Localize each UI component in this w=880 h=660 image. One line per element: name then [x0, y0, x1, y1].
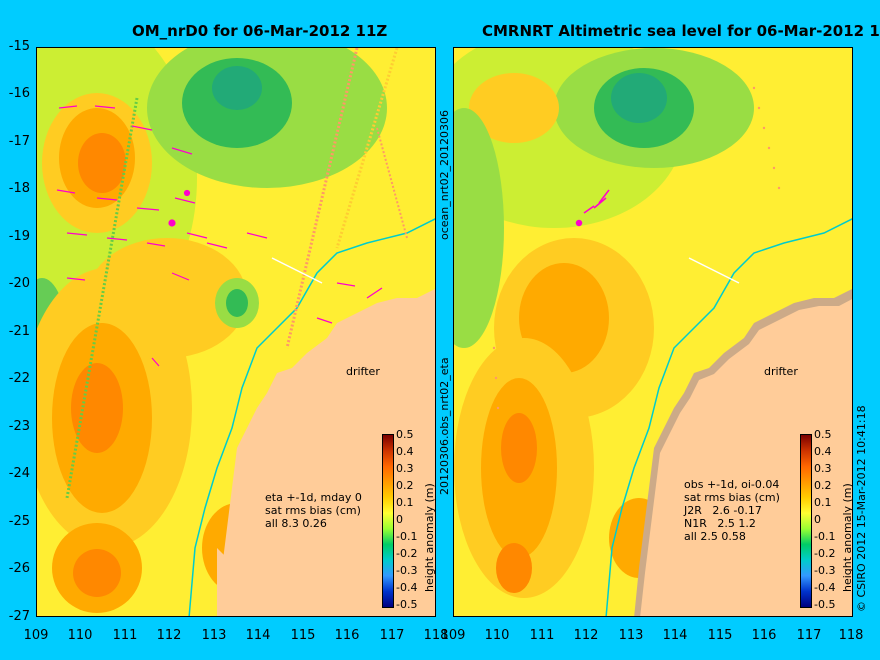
colorbar-tick: -0.1 — [814, 530, 836, 543]
left-map-plot — [37, 48, 435, 616]
y-tick-label: -17 — [8, 134, 30, 149]
x-tick-label: 113 — [618, 628, 644, 643]
colorbar-tick: 0.3 — [396, 462, 414, 475]
x-tick-label: 109 — [440, 628, 466, 643]
y-tick-label: -25 — [8, 514, 30, 529]
x-tick-label: 114 — [245, 628, 271, 643]
x-tick-label: 117 — [796, 628, 822, 643]
x-tick-label: 112 — [156, 628, 182, 643]
colorbar-tick: 0.5 — [396, 428, 414, 441]
x-tick-label: 116 — [751, 628, 777, 643]
colorbar-tick: 0.2 — [814, 479, 832, 492]
x-tick-label: 109 — [23, 628, 49, 643]
colorbar-tick: 0.5 — [814, 428, 832, 441]
drifter-label: drifter — [346, 365, 380, 378]
right-colorbar — [800, 434, 812, 608]
colorbar-tick: -0.2 — [396, 547, 418, 560]
colorbar-tick: 0 — [814, 513, 821, 526]
colorbar-tick: -0.5 — [396, 598, 418, 611]
x-tick-label: 111 — [112, 628, 138, 643]
y-tick-label: -18 — [8, 181, 30, 196]
right-map-plot — [454, 48, 852, 616]
x-tick-label: 115 — [290, 628, 316, 643]
colorbar-tick: 0.4 — [396, 445, 414, 458]
x-tick-label: 118 — [838, 628, 864, 643]
obs-run-label: 20120306.obs_nrt02_eta — [438, 357, 451, 495]
y-tick-label: -23 — [8, 419, 30, 434]
colorbar-tick: 0.1 — [814, 496, 832, 509]
left-stats-note: eta +-1d, mday 0 sat rms bias (cm) all 8… — [265, 491, 362, 530]
colorbar-label: height anomaly (m) — [841, 483, 854, 592]
left-panel-title: OM_nrD0 for 06-Mar-2012 11Z — [132, 22, 388, 40]
colorbar-tick: -0.5 — [814, 598, 836, 611]
colorbar-label: height anomaly (m) — [423, 483, 436, 592]
x-tick-label: 117 — [379, 628, 405, 643]
x-tick-label: 116 — [334, 628, 360, 643]
colorbar-tick: 0.4 — [814, 445, 832, 458]
right-map-panel — [453, 47, 853, 617]
left-map-panel — [36, 47, 436, 617]
y-tick-label: -26 — [8, 561, 30, 576]
y-tick-label: -19 — [8, 229, 30, 244]
x-tick-label: 114 — [662, 628, 688, 643]
copyright-text: © CSIRO 2012 15-Mar-2012 10:41:18 — [855, 405, 868, 612]
y-tick-label: -22 — [8, 371, 30, 386]
x-tick-label: 111 — [529, 628, 555, 643]
left-colorbar — [382, 434, 394, 608]
colorbar-tick: -0.2 — [814, 547, 836, 560]
colorbar-tick: 0.3 — [814, 462, 832, 475]
x-tick-label: 110 — [67, 628, 93, 643]
y-tick-label: -15 — [8, 39, 30, 54]
drifter-label: drifter — [764, 365, 798, 378]
x-tick-label: 110 — [484, 628, 510, 643]
model-run-label: ocean_nrt02_20120306 — [438, 109, 451, 240]
y-tick-label: -20 — [8, 276, 30, 291]
x-tick-label: 113 — [201, 628, 227, 643]
y-tick-label: -21 — [8, 324, 30, 339]
y-tick-label: -24 — [8, 466, 30, 481]
colorbar-tick: -0.4 — [396, 581, 418, 594]
x-tick-label: 112 — [573, 628, 599, 643]
x-tick-label: 115 — [707, 628, 733, 643]
right-stats-note: obs +-1d, oi-0.04 sat rms bias (cm) J2R … — [684, 478, 780, 543]
x-tick-label: 118 — [423, 628, 449, 643]
colorbar-tick: 0.2 — [396, 479, 414, 492]
colorbar-tick: 0 — [396, 513, 403, 526]
right-panel-title: CMRNRT Altimetric sea level for 06-Mar-2… — [482, 22, 880, 40]
colorbar-tick: -0.3 — [814, 564, 836, 577]
colorbar-tick: 0.1 — [396, 496, 414, 509]
y-tick-label: -16 — [8, 86, 30, 101]
y-tick-label: -27 — [8, 609, 30, 624]
colorbar-tick: -0.4 — [814, 581, 836, 594]
colorbar-tick: -0.3 — [396, 564, 418, 577]
colorbar-tick: -0.1 — [396, 530, 418, 543]
